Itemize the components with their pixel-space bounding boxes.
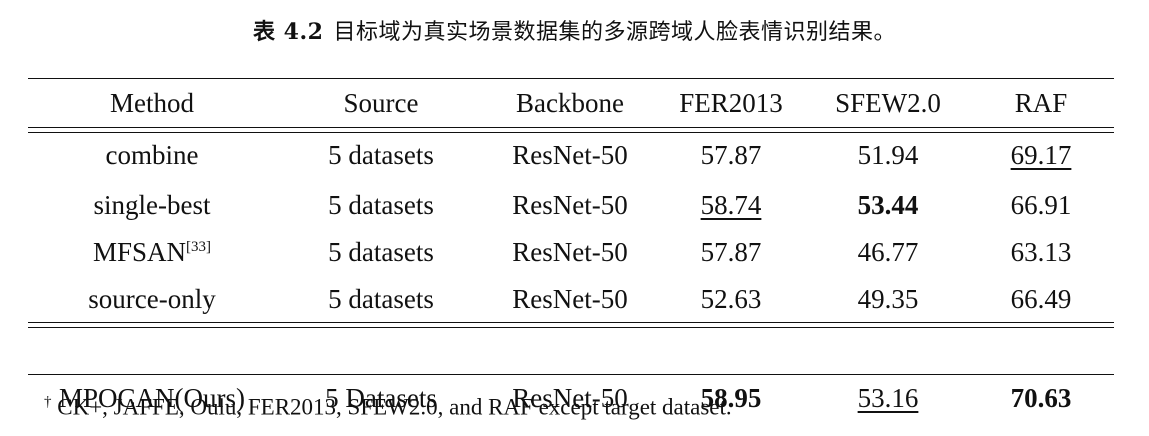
citation-ref: [33] — [186, 239, 212, 255]
footnote-text: CK+, JAFFE, Oulu, FER2013, SFEW2.0, and … — [57, 394, 732, 420]
fer2013-cell-wrap: 58.74 — [654, 182, 808, 229]
header-row: Method Source Backbone FER2013 SFEW2.0 R… — [28, 78, 1114, 128]
source-cell: 5 datasets — [328, 284, 434, 314]
method-name: MFSAN — [92, 237, 187, 267]
source-cell: 5 datasets — [328, 139, 434, 170]
ours-rule-1 — [28, 322, 1114, 323]
sfew-cell: 46.77 — [857, 237, 919, 267]
spacer-cell — [28, 323, 1114, 375]
ours-row: MPOCAN(Ours) 5 Datasets ResNet-50 58.95 … — [28, 375, 1114, 422]
raf-cell: 63.13 — [1010, 237, 1072, 267]
ours-raf-cell-best: 70.63 — [1010, 383, 1072, 413]
source-cell: 5 datasets — [328, 237, 434, 267]
raf-cell: 66.91 — [1010, 190, 1072, 220]
raf-cell-second-best: 69.17 — [1010, 139, 1072, 170]
raf-cell: 66.49 — [1010, 284, 1072, 314]
sfew-cell: 49.35 — [857, 284, 919, 314]
col-header-source: Source — [343, 87, 419, 118]
method-cell: source-only — [88, 284, 216, 314]
source-cell: 5 datasets — [328, 190, 434, 220]
spacer-row — [28, 323, 1114, 375]
caption-label: 表 4.2 — [253, 19, 324, 45]
header-rule-1 — [28, 127, 1114, 128]
method-cell: combine — [105, 139, 199, 170]
fer2013-cell: 57.87 — [700, 139, 762, 170]
table-row: MFSAN[33] 5 datasets ResNet-50 57.87 46.… — [28, 229, 1114, 276]
table-footnote: † CK+, JAFFE, Oulu, FER2013, SFEW2.0, an… — [44, 394, 732, 421]
method-cell: single-best — [93, 190, 211, 220]
ours-source-cell: 5 Datasets — [325, 383, 437, 413]
footnote-mark: † — [44, 394, 52, 410]
raf-cell-wrap: 69.17 — [968, 128, 1114, 182]
ours-method-cell: MPOCAN(Ours) — [58, 383, 245, 413]
method-cell: MFSAN[33] — [28, 229, 276, 276]
col-header-sfew: SFEW2.0 — [835, 87, 941, 118]
ours-backbone-cell: ResNet-50 — [512, 383, 628, 413]
table-caption: 表 4.2 目标域为真实场景数据集的多源跨域人脸表情识别结果。 — [0, 14, 1149, 46]
backbone-cell: ResNet-50 — [512, 284, 628, 314]
ours-rule-2 — [28, 327, 1114, 328]
bottom-rule — [28, 374, 1114, 375]
sfew-cell-best: 53.44 — [857, 190, 919, 220]
sfew-cell: 51.94 — [857, 139, 919, 170]
col-header-raf: RAF — [1014, 87, 1068, 118]
table-row: single-best 5 datasets ResNet-50 58.74 5… — [28, 182, 1114, 229]
backbone-cell: ResNet-50 — [512, 190, 628, 220]
caption-text: 目标域为真实场景数据集的多源跨域人脸表情识别结果。 — [333, 20, 896, 45]
ours-sfew-cell-second-best: 53.16 — [857, 383, 919, 413]
backbone-cell: ResNet-50 — [512, 139, 628, 170]
header-rule-2 — [28, 132, 1114, 133]
col-header-backbone: Backbone — [516, 87, 624, 118]
ours-fer2013-cell-best: 58.95 — [700, 383, 762, 413]
fer2013-cell: 57.87 — [700, 237, 762, 267]
col-header-fer2013: FER2013 — [679, 87, 783, 118]
col-header-method: Method — [110, 87, 194, 118]
backbone-cell: ResNet-50 — [512, 237, 628, 267]
fer2013-cell: 52.63 — [700, 284, 762, 314]
table-row: source-only 5 datasets ResNet-50 52.63 4… — [28, 276, 1114, 323]
results-table: Method Source Backbone FER2013 SFEW2.0 R… — [28, 78, 1114, 422]
table-row: combine 5 datasets ResNet-50 57.87 51.94… — [28, 128, 1114, 182]
top-rule — [28, 78, 1114, 79]
fer2013-cell-second-best: 58.74 — [700, 190, 762, 220]
ours-sfew-cell-wrap: 53.16 — [808, 375, 968, 422]
